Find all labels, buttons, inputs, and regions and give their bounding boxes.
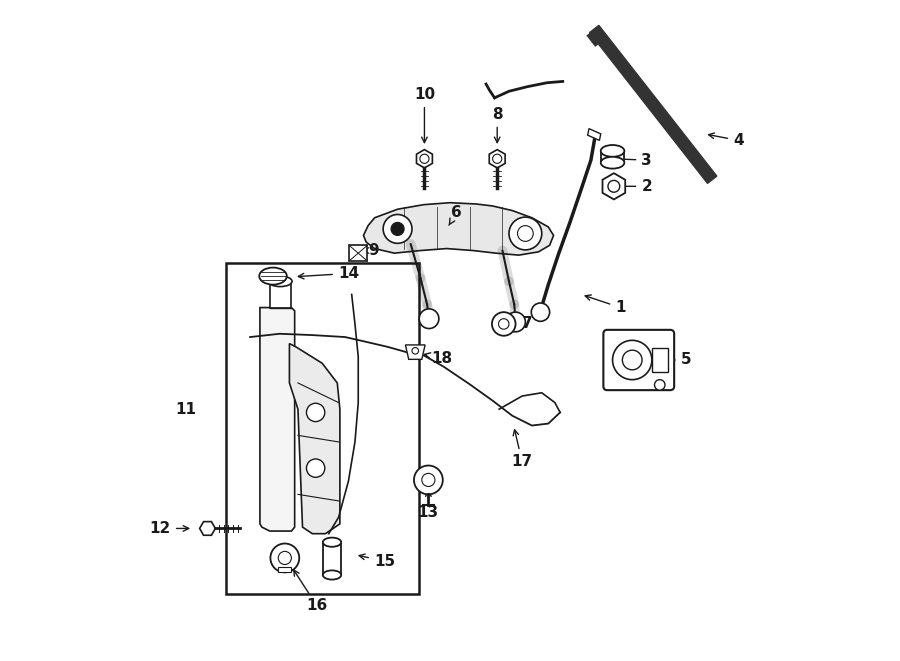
Bar: [226, 263, 419, 594]
Circle shape: [492, 154, 502, 163]
Circle shape: [654, 379, 665, 390]
Circle shape: [422, 473, 435, 486]
Text: 8: 8: [492, 106, 502, 143]
Polygon shape: [590, 25, 716, 183]
Circle shape: [307, 403, 325, 422]
Text: 6: 6: [449, 205, 462, 225]
Ellipse shape: [323, 537, 341, 547]
Bar: [278, 567, 292, 572]
Text: 4: 4: [708, 133, 743, 148]
Circle shape: [608, 180, 620, 192]
Text: 7: 7: [516, 317, 533, 331]
Polygon shape: [260, 307, 294, 531]
Circle shape: [531, 303, 550, 321]
Text: 18: 18: [425, 350, 453, 366]
Ellipse shape: [268, 276, 292, 287]
Text: 14: 14: [298, 266, 359, 281]
Circle shape: [391, 222, 404, 235]
Circle shape: [499, 319, 509, 329]
Polygon shape: [602, 173, 626, 200]
Circle shape: [270, 543, 299, 572]
Text: 1: 1: [585, 295, 625, 315]
Text: 12: 12: [149, 521, 189, 536]
Polygon shape: [490, 149, 505, 168]
Text: 15: 15: [359, 554, 395, 568]
Text: 3: 3: [615, 153, 652, 168]
Polygon shape: [588, 129, 601, 140]
Circle shape: [518, 225, 533, 241]
Polygon shape: [290, 344, 340, 533]
Polygon shape: [405, 345, 425, 360]
Bar: [349, 245, 367, 261]
Text: 16: 16: [293, 570, 328, 613]
Ellipse shape: [601, 145, 625, 157]
Circle shape: [506, 312, 526, 332]
Text: 5: 5: [651, 352, 691, 368]
Circle shape: [492, 312, 516, 336]
Ellipse shape: [259, 268, 287, 285]
Text: 10: 10: [414, 87, 435, 143]
Bar: [601, 151, 625, 163]
Circle shape: [613, 340, 652, 379]
Circle shape: [412, 348, 418, 354]
Text: 17: 17: [511, 430, 533, 469]
Circle shape: [414, 465, 443, 494]
Text: 2: 2: [615, 179, 652, 194]
Polygon shape: [200, 522, 215, 535]
Polygon shape: [364, 203, 554, 255]
Bar: [586, 28, 605, 47]
Ellipse shape: [601, 157, 625, 169]
Polygon shape: [417, 149, 432, 168]
Circle shape: [419, 309, 439, 329]
FancyBboxPatch shape: [603, 330, 674, 390]
Bar: [270, 283, 291, 307]
Bar: [652, 348, 669, 371]
Text: 11: 11: [176, 402, 196, 416]
Circle shape: [419, 154, 429, 163]
Circle shape: [278, 551, 292, 564]
Circle shape: [509, 217, 542, 250]
Circle shape: [623, 350, 642, 369]
Circle shape: [307, 459, 325, 477]
Bar: [323, 542, 341, 575]
Text: 13: 13: [418, 491, 439, 520]
Ellipse shape: [323, 570, 341, 580]
Circle shape: [383, 214, 412, 243]
Text: 9: 9: [363, 243, 379, 258]
